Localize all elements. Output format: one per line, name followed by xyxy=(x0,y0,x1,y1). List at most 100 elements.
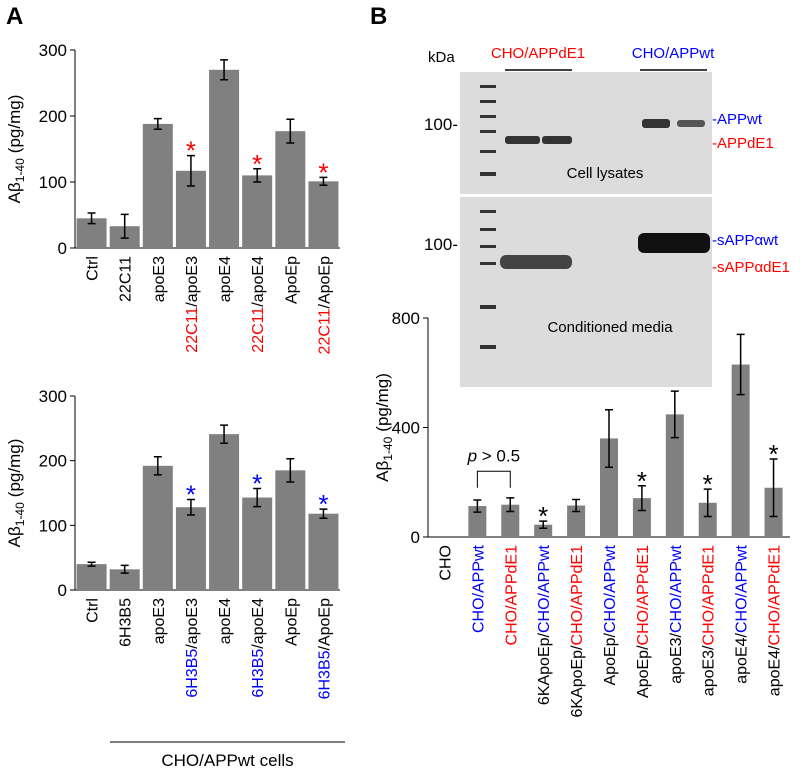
x-tick-label: CHO xyxy=(437,545,454,581)
y-label-sub: 1-40 xyxy=(13,158,27,182)
x-tick-label-part: CHO/APPdE1 xyxy=(503,545,520,646)
x-tick-label-part: 6H3B5 xyxy=(184,649,201,698)
error-bar xyxy=(319,508,328,519)
x-tick-label: ApoEp xyxy=(283,256,300,304)
bar xyxy=(468,506,487,537)
significance-marker: * xyxy=(703,469,713,499)
x-tick-label-part: /apoE4 xyxy=(250,256,267,307)
x-tick-label-part: /apoE4 xyxy=(250,598,267,649)
y-axis-label: Aβ1-40 (pg/mg) xyxy=(5,439,27,548)
error-bar xyxy=(769,458,778,518)
x-tick-label-part: /apoE3 xyxy=(184,598,201,649)
x-tick-label-part: 6H3B5 xyxy=(316,650,333,699)
y-tick-label: 0 xyxy=(58,581,67,600)
significance-marker: * xyxy=(186,136,196,166)
x-tick-label: 6KApoEp/CHO/APPwt xyxy=(536,544,553,705)
blot-unit: kDa xyxy=(428,49,455,66)
bar xyxy=(242,175,273,248)
y-axis-label: Aβ1-40 (pg/mg) xyxy=(5,95,27,204)
error-bar xyxy=(506,497,515,513)
bar xyxy=(665,414,684,537)
error-bar xyxy=(253,487,262,508)
x-tick-label-part: Ctrl xyxy=(85,598,102,623)
y-tick-label: 400 xyxy=(392,419,420,438)
x-tick-label-part: 6H3B5 xyxy=(250,649,267,698)
error-bar xyxy=(319,176,328,187)
bar xyxy=(501,504,520,537)
bar xyxy=(600,438,618,537)
x-tick-label-part: CHO/APPdE1 xyxy=(767,545,784,646)
significance-marker: * xyxy=(318,157,328,187)
bar xyxy=(534,524,553,537)
x-tick-label-part: CHO/APPdE1 xyxy=(569,545,586,646)
y-tick-label: 300 xyxy=(39,41,67,60)
y-tick-label: 100 xyxy=(39,173,67,192)
y-tick-label: 300 xyxy=(39,387,67,406)
y-label-unit: (pg/mg) xyxy=(5,439,24,498)
y-label-sub: 1-40 xyxy=(13,502,27,526)
significance-marker: * xyxy=(186,479,196,509)
x-tick-label-part: CHO/APPdE1 xyxy=(635,545,652,646)
comparison-bracket xyxy=(476,470,511,488)
x-tick-label: apoE3/CHO/APPdE1 xyxy=(701,545,718,696)
significance-marker: * xyxy=(768,439,778,469)
blot-panel-label: Conditioned media xyxy=(547,319,673,336)
x-tick-label-part: apoE3 xyxy=(151,256,168,302)
comparison-label-p: p xyxy=(467,446,477,465)
error-bar xyxy=(703,488,712,518)
x-tick-label-part: apoE4 xyxy=(217,256,234,302)
comparison-label-rest: > 0.5 xyxy=(477,446,520,465)
bar xyxy=(209,69,240,248)
bar xyxy=(567,505,586,537)
band-label: -APPwt xyxy=(712,111,763,128)
x-tick-label-part: 22C11 xyxy=(316,308,333,354)
error-bar xyxy=(736,333,745,396)
y-label-sub: 1-40 xyxy=(381,436,395,460)
bar xyxy=(175,507,206,590)
blot-panel-label: Cell lysates xyxy=(567,165,644,182)
x-tick-label-part: apoE3/ xyxy=(701,645,718,696)
blot-marker: 100- xyxy=(424,115,458,134)
x-tick-label-part: apoE4 xyxy=(217,598,234,644)
x-tick-label-part: 22C11 xyxy=(184,307,201,353)
bar xyxy=(731,364,750,537)
x-tick-label: 22C11 xyxy=(118,256,135,302)
bar xyxy=(109,569,140,590)
y-tick-label: 200 xyxy=(39,107,67,126)
error-bar xyxy=(670,390,679,439)
x-tick-label: ApoEp/CHO/APPwt xyxy=(602,544,619,685)
band-label: -sAPPαdE1 xyxy=(712,259,790,276)
group-label: CHO/APPwt cells xyxy=(161,751,293,770)
significance-marker: * xyxy=(252,149,262,179)
x-tick-label-part: 22C11 xyxy=(250,307,267,353)
x-tick-label: ApoEp/CHO/APPdE1 xyxy=(635,545,652,698)
error-bar xyxy=(539,520,548,529)
bar xyxy=(275,131,306,248)
bar xyxy=(76,564,107,590)
blot-image xyxy=(460,72,712,387)
bar xyxy=(242,497,273,590)
y-label-main: Aβ xyxy=(5,182,24,203)
error-bar xyxy=(220,59,229,81)
y-tick-label: 0 xyxy=(411,528,420,547)
x-tick-label: 22C11/ApoEp xyxy=(316,256,333,355)
y-label-main: Aβ xyxy=(5,526,24,547)
bar xyxy=(142,123,173,248)
error-bar xyxy=(286,118,295,144)
x-tick-label: 6H3B5/apoE4 xyxy=(250,598,267,698)
x-tick-label: Ctrl xyxy=(85,598,102,623)
x-tick-label-part: CHO/APPwt xyxy=(602,544,619,633)
y-label-unit: (pg/mg) xyxy=(5,95,24,154)
error-bar xyxy=(572,498,581,513)
band-label: -APPdE1 xyxy=(712,135,774,152)
x-tick-label: apoE3/CHO/APPwt xyxy=(668,544,685,683)
blot-group: CHO/APPdE1 xyxy=(491,45,585,62)
x-tick-label: apoE3 xyxy=(151,598,168,644)
error-bar xyxy=(87,561,96,567)
error-bar xyxy=(473,499,482,513)
x-tick-label-part: CHO/APPwt xyxy=(470,544,487,633)
x-tick-label-part: /apoE3 xyxy=(184,256,201,307)
x-tick-label-part: Ctrl xyxy=(85,256,102,281)
bar xyxy=(308,181,339,248)
